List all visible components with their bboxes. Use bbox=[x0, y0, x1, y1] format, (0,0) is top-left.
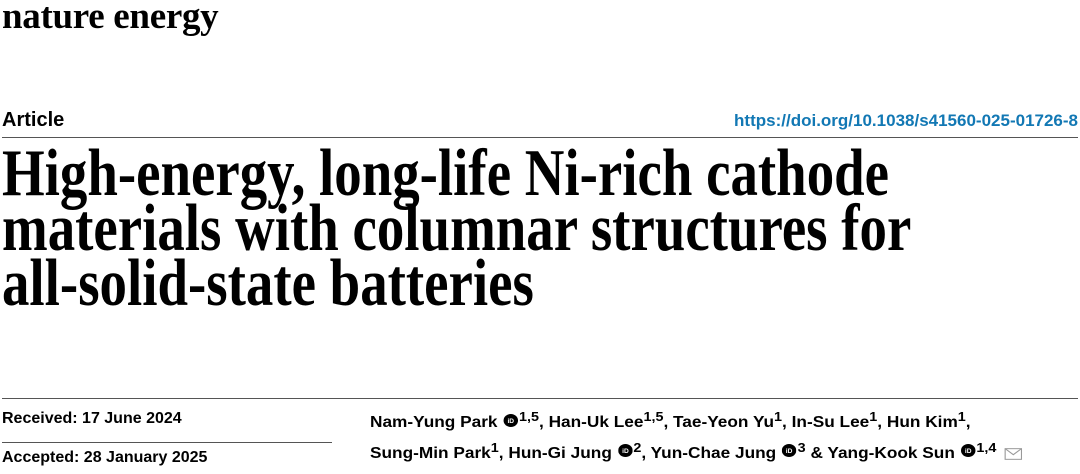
svg-text:iD: iD bbox=[965, 448, 972, 455]
svg-text:iD: iD bbox=[507, 418, 514, 425]
svg-text:iD: iD bbox=[622, 448, 629, 455]
svg-text:iD: iD bbox=[786, 448, 793, 455]
